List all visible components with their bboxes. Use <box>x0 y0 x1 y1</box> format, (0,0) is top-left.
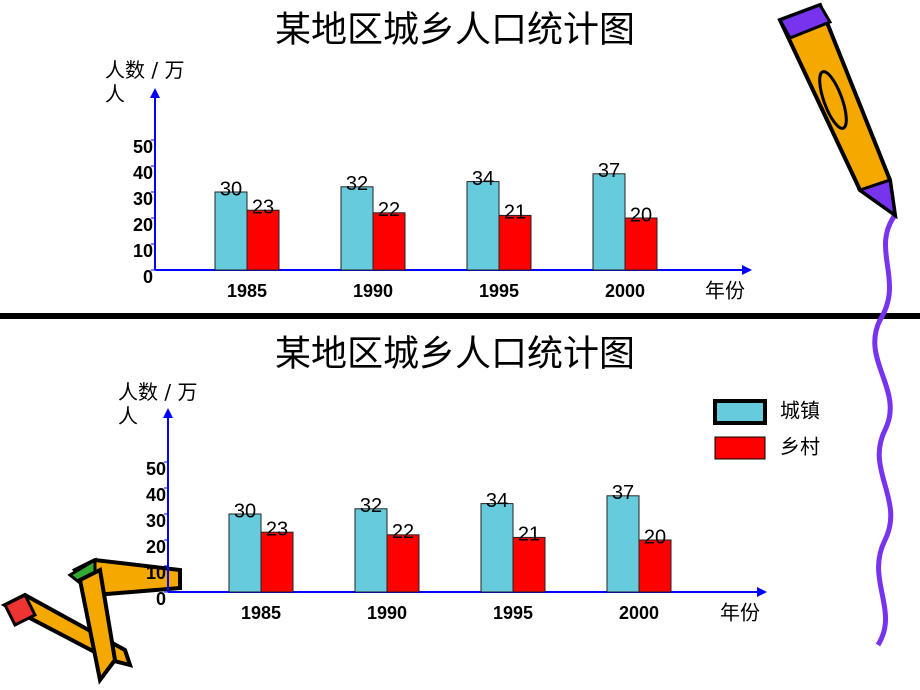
x-tick-label: 1985 <box>241 603 281 623</box>
legend-swatch <box>713 399 767 425</box>
x-tick-label: 1985 <box>227 281 267 301</box>
y-axis-label: 人数 / 万人 <box>118 380 198 428</box>
y-tick-label: 10 <box>146 563 166 583</box>
bar <box>498 214 532 271</box>
bar <box>386 534 420 593</box>
decor-wave <box>872 213 898 647</box>
value-label: 23 <box>266 518 288 540</box>
value-label: 23 <box>252 196 274 218</box>
y-axis-arrow <box>163 408 173 418</box>
y-tick-label: 0 <box>143 267 153 287</box>
x-tick-label: 1990 <box>353 281 393 301</box>
x-axis-arrow <box>757 587 767 597</box>
y-tick-label: 40 <box>133 163 153 183</box>
y-tick-label: 10 <box>133 241 153 261</box>
bar <box>214 191 248 271</box>
y-tick-label: 30 <box>146 511 166 531</box>
y-axis-label-box: 人数 / 万人 <box>105 58 185 106</box>
value-label: 20 <box>630 204 652 226</box>
x-axis-label: 年份 <box>720 601 760 624</box>
y-tick-label: 20 <box>133 215 153 235</box>
value-label: 21 <box>504 202 526 224</box>
bar <box>246 209 280 271</box>
y-axis-label: 人数 / 万人 <box>105 58 185 106</box>
value-label: 34 <box>486 490 508 512</box>
y-axis-arrow <box>150 88 160 98</box>
value-label: 22 <box>392 521 414 543</box>
y-tick-label: 0 <box>156 589 166 609</box>
x-tick-label: 1995 <box>479 281 519 301</box>
value-label: 32 <box>360 495 382 517</box>
y-tick-label: 50 <box>133 137 153 157</box>
bar <box>372 212 406 271</box>
pencil-decor <box>777 2 898 220</box>
value-label: 37 <box>612 482 634 504</box>
x-tick-label: 2000 <box>619 603 659 623</box>
bar <box>228 513 262 593</box>
bar <box>340 186 374 271</box>
bar <box>638 539 672 593</box>
value-label: 20 <box>644 526 666 548</box>
legend-label: 城镇 <box>780 399 820 422</box>
x-axis-label: 年份 <box>705 279 745 302</box>
legend-swatch <box>714 436 766 460</box>
bar <box>466 181 500 271</box>
value-label: 37 <box>598 160 620 182</box>
bar <box>624 217 658 271</box>
bar <box>512 536 546 593</box>
value-label: 34 <box>472 168 494 190</box>
bar <box>606 495 640 593</box>
chart-title: 某地区城乡人口统计图 <box>275 333 635 374</box>
y-tick-label: 50 <box>146 459 166 479</box>
x-tick-label: 1990 <box>367 603 407 623</box>
legend-label: 乡村 <box>780 435 820 458</box>
bar <box>354 508 388 593</box>
pencils-decor <box>0 557 182 685</box>
value-label: 30 <box>220 178 242 200</box>
value-label: 21 <box>518 524 540 546</box>
value-label: 32 <box>346 173 368 195</box>
bar <box>592 173 626 271</box>
y-tick-label: 30 <box>133 189 153 209</box>
y-axis-label-box: 人数 / 万人 <box>118 380 198 428</box>
x-axis-arrow <box>742 265 752 275</box>
bar <box>480 503 514 593</box>
chart-title: 某地区城乡人口统计图 <box>275 9 635 50</box>
x-tick-label: 2000 <box>605 281 645 301</box>
x-tick-label: 1995 <box>493 603 533 623</box>
bar <box>260 531 294 593</box>
y-tick-label: 20 <box>146 537 166 557</box>
value-label: 30 <box>234 500 256 522</box>
value-label: 22 <box>378 199 400 221</box>
y-tick-label: 40 <box>146 485 166 505</box>
